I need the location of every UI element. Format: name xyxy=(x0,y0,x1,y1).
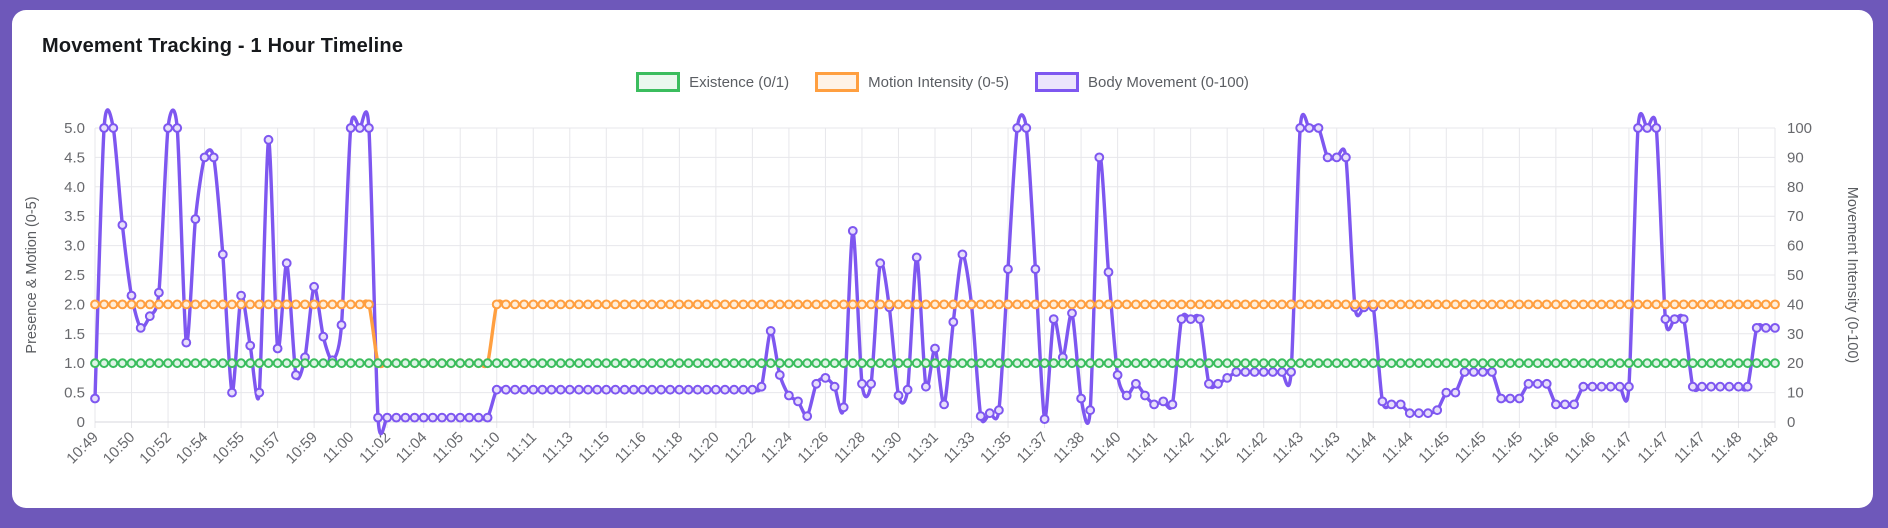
x-axis-tick: 11:46 xyxy=(1561,429,1599,467)
x-axis-tick: 11:30 xyxy=(868,429,906,467)
x-axis-tick: 11:46 xyxy=(1525,429,1563,467)
x-axis-tick: 11:26 xyxy=(794,429,832,467)
right-axis-tick: 40 xyxy=(1787,296,1804,313)
right-axis-tick: 20 xyxy=(1787,355,1804,372)
x-axis-tick: 11:11 xyxy=(503,429,540,466)
right-axis-tick: 30 xyxy=(1787,326,1804,343)
legend-label: Motion Intensity (0-5) xyxy=(868,73,1010,91)
left-axis-tick: 1.5 xyxy=(64,326,85,343)
right-axis-tick: 60 xyxy=(1787,238,1804,255)
left-axis-tick: 4.0 xyxy=(64,179,85,196)
legend-swatch-icon xyxy=(636,72,681,92)
x-axis-tick: 10:55 xyxy=(209,429,248,468)
left-axis-tick: 3.0 xyxy=(64,238,85,255)
x-axis-tick: 11:37 xyxy=(1014,429,1052,467)
x-axis-tick: 11:42 xyxy=(1233,429,1271,467)
right-axis-tick: 0 xyxy=(1787,414,1795,431)
left-axis-title: Presence & Motion (0-5) xyxy=(24,196,40,353)
x-axis-tick: 11:13 xyxy=(539,429,577,467)
x-axis-tick: 11:16 xyxy=(612,429,650,467)
x-axis-tick: 11:48 xyxy=(1744,429,1782,467)
x-axis-tick: 11:22 xyxy=(721,429,759,467)
x-axis-tick: 10:54 xyxy=(173,429,212,468)
x-axis-tick: 11:45 xyxy=(1452,429,1490,467)
chart-title: Movement Tracking - 1 Hour Timeline xyxy=(42,35,404,57)
legend-label: Body Movement (0-100) xyxy=(1088,73,1249,91)
left-axis-tick: 0 xyxy=(77,414,85,431)
chart-card: Movement Tracking - 1 Hour Timeline Exis… xyxy=(12,10,1873,508)
x-axis-tick: 11:43 xyxy=(1269,429,1307,467)
legend-item-1[interactable]: Existence (0/1) xyxy=(636,72,789,92)
left-axis-tick: 2.5 xyxy=(64,267,85,284)
right-axis-tick: 50 xyxy=(1787,267,1804,284)
x-axis-tick: 11:33 xyxy=(941,429,979,467)
chart-svg[interactable]: 0 0.5 1.0 1.5 2.0 2.5 3.0 3.5 4.0 4.5 5.0 0 10 20 30 40… xyxy=(12,98,1873,498)
x-axis-tick: 11:18 xyxy=(648,429,686,467)
left-axis-tick: 0.5 xyxy=(64,385,85,402)
x-axis-tick: 11:47 xyxy=(1671,429,1709,467)
left-axis-tick: 4.5 xyxy=(64,149,85,166)
x-axis-tick: 11:48 xyxy=(1708,429,1746,467)
x-axis-tick: 11:47 xyxy=(1634,429,1672,467)
x-axis-tick: 11:44 xyxy=(1379,429,1417,467)
x-axis-tick: 11:05 xyxy=(429,429,467,467)
x-axis-tick: 11:42 xyxy=(1160,429,1198,467)
legend-label: Existence (0/1) xyxy=(689,73,790,91)
series-points-body-movement-0-100[interactable] xyxy=(90,123,1780,425)
x-axis-tick: 11:45 xyxy=(1415,429,1453,467)
x-axis-tick: 11:20 xyxy=(685,429,723,467)
right-axis-title: Movement Intensity (0-100) xyxy=(1844,187,1860,364)
x-axis-tick: 10:50 xyxy=(100,429,139,468)
x-axis-tick: 11:40 xyxy=(1087,429,1125,467)
x-axis-tick: 11:31 xyxy=(904,429,942,467)
x-axis-tick: 11:02 xyxy=(356,429,394,467)
x-axis-tick: 11:35 xyxy=(977,429,1015,467)
x-axis-tick: 10:57 xyxy=(246,429,285,468)
right-axis-tick: 90 xyxy=(1787,149,1804,166)
x-axis-tick: 11:15 xyxy=(575,429,613,467)
right-axis-tick: 10 xyxy=(1787,385,1804,402)
x-axis-tick: 11:10 xyxy=(466,429,504,467)
x-axis-tick: 11:28 xyxy=(831,429,869,467)
legend-item-2[interactable]: Motion Intensity (0-5) xyxy=(815,72,1009,92)
x-axis-tick: 11:43 xyxy=(1306,429,1344,467)
right-axis-tick: 100 xyxy=(1787,120,1812,137)
x-axis-tick: 11:42 xyxy=(1196,429,1234,467)
legend-item-3[interactable]: Body Movement (0-100) xyxy=(1035,72,1249,92)
axis-tick-labels: 0 0.5 1.0 1.5 2.0 2.5 3.0 3.5 4.0 4.5 5.0 0 10 20 30 40… xyxy=(63,120,1812,467)
x-axis-tick: 11:24 xyxy=(758,429,796,467)
x-axis-tick: 11:41 xyxy=(1123,429,1161,467)
left-axis-tick: 5.0 xyxy=(64,120,85,137)
x-axis-tick: 11:00 xyxy=(320,429,358,467)
x-axis-tick: 11:45 xyxy=(1488,429,1526,467)
x-axis-tick: 11:47 xyxy=(1598,429,1636,467)
x-axis-tick: 11:38 xyxy=(1050,429,1088,467)
right-axis-tick: 70 xyxy=(1787,208,1804,225)
left-axis-tick: 3.5 xyxy=(64,208,85,225)
left-axis-tick: 1.0 xyxy=(64,355,85,372)
x-axis-tick: 10:49 xyxy=(63,429,102,468)
legend-swatch-icon xyxy=(1035,72,1080,92)
x-axis-tick: 11:04 xyxy=(393,429,431,467)
right-axis-tick: 80 xyxy=(1787,179,1804,196)
legend-swatch-icon xyxy=(815,72,860,92)
left-axis-tick: 2.0 xyxy=(64,296,85,313)
chart-legend: Existence (0/1) Motion Intensity (0-5) Bod… xyxy=(12,72,1873,92)
x-axis-tick: 10:59 xyxy=(282,429,321,468)
x-axis-tick: 10:52 xyxy=(136,429,175,468)
x-axis-tick: 11:44 xyxy=(1342,429,1380,467)
series-points-existence-0-1[interactable] xyxy=(90,358,1780,369)
